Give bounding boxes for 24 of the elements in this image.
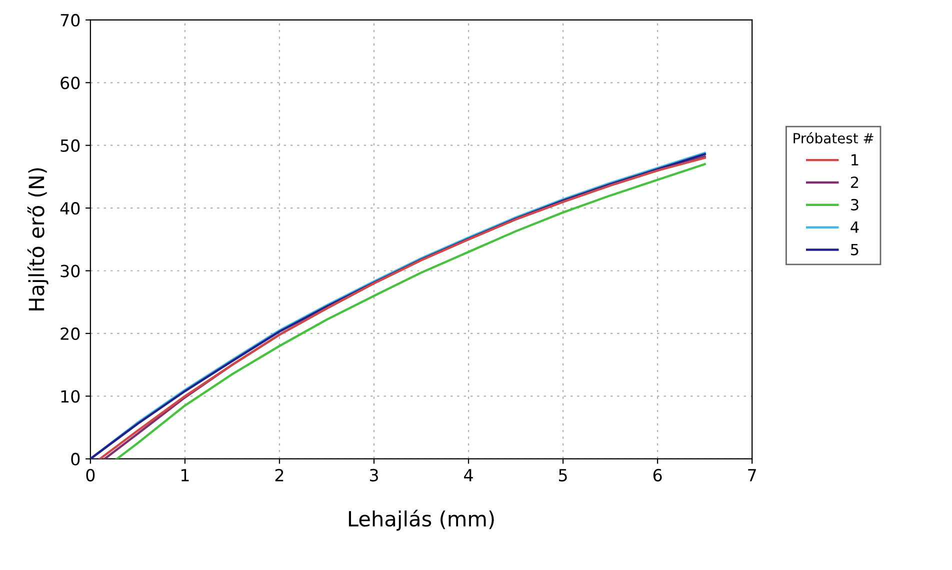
y-axis-title: Hajlító erő (N) — [27, 168, 48, 310]
x-tick-label: 1 — [181, 469, 189, 482]
y-tick-label: 40 — [60, 202, 80, 215]
legend-title: Próbatest # — [794, 132, 874, 144]
x-tick-label: 7 — [748, 469, 756, 482]
legend-label: 3 — [851, 198, 858, 210]
x-tick-label: 5 — [559, 469, 567, 482]
y-tick-label: 50 — [60, 139, 80, 152]
x-tick-label: 0 — [86, 468, 95, 482]
x-tick-label: 4 — [464, 469, 473, 482]
legend-label: 4 — [850, 222, 859, 233]
x-tick-label: 3 — [370, 468, 378, 482]
legend-label: 1 — [852, 154, 858, 166]
y-tick-label: 60 — [60, 76, 80, 90]
legend-label: 5 — [851, 244, 858, 256]
x-axis-title: Lehajlás (mm) — [348, 510, 494, 531]
y-tick-label: 30 — [60, 264, 80, 278]
x-tick-label: 2 — [275, 468, 284, 482]
y-tick-label: 0 — [71, 452, 80, 466]
x-tick-label: 6 — [653, 468, 662, 482]
y-tick-label: 10 — [61, 390, 80, 403]
y-tick-label: 70 — [60, 14, 80, 27]
y-tick-label: 20 — [60, 327, 80, 340]
legend-label: 2 — [850, 176, 858, 188]
